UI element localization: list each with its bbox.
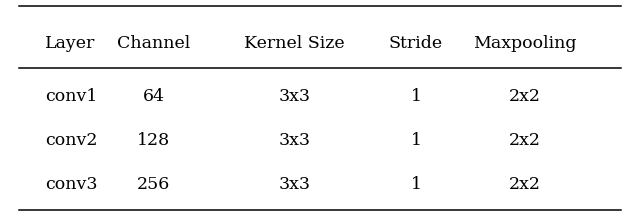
Text: 1: 1 [410, 88, 422, 105]
Text: Stride: Stride [389, 35, 443, 52]
Text: 2x2: 2x2 [509, 176, 541, 193]
Text: Layer: Layer [45, 35, 95, 52]
Text: Channel: Channel [117, 35, 190, 52]
Text: Kernel Size: Kernel Size [244, 35, 345, 52]
Text: 128: 128 [137, 132, 170, 149]
Text: 3x3: 3x3 [278, 176, 310, 193]
Text: conv2: conv2 [45, 132, 97, 149]
Text: 3x3: 3x3 [278, 88, 310, 105]
Text: conv3: conv3 [45, 176, 97, 193]
Text: 2x2: 2x2 [509, 88, 541, 105]
Text: 3x3: 3x3 [278, 132, 310, 149]
Text: 64: 64 [143, 88, 164, 105]
Text: 1: 1 [410, 176, 422, 193]
Text: conv1: conv1 [45, 88, 97, 105]
Text: 1: 1 [410, 132, 422, 149]
Text: 2x2: 2x2 [509, 132, 541, 149]
Text: Maxpooling: Maxpooling [473, 35, 577, 52]
Text: 256: 256 [137, 176, 170, 193]
